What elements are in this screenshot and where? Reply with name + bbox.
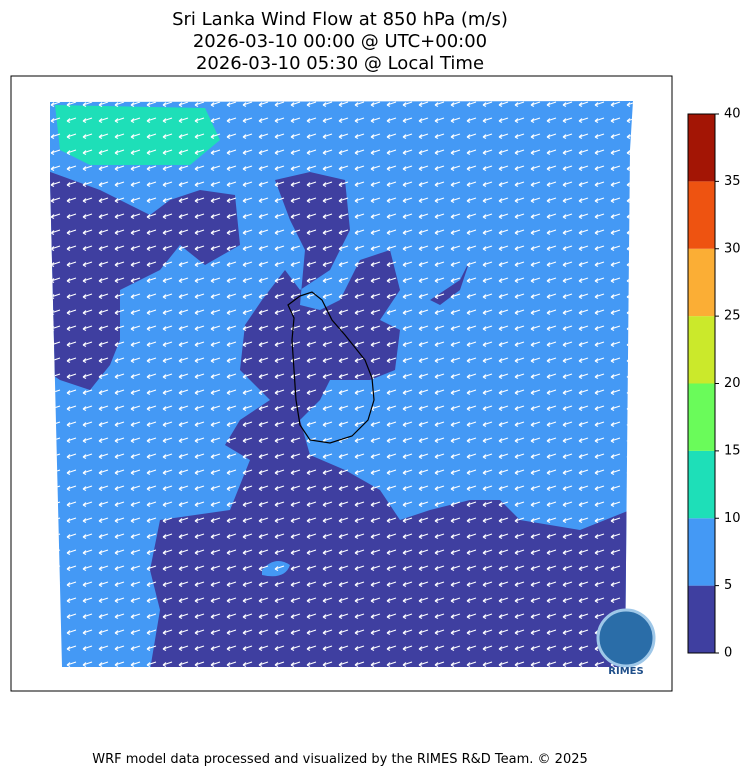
colorbar-tick-label: 40 — [724, 107, 741, 122]
colorbar-tick-label: 20 — [724, 376, 741, 391]
title-line: Sri Lanka Wind Flow at 850 hPa (m/s) — [172, 9, 508, 30]
colorbar: 0 5 10 15 20 25 30 35 40 — [687, 107, 741, 661]
colorbar-tick-label: 10 — [724, 511, 741, 526]
colorbar-segment — [688, 316, 715, 384]
map-frame — [10, 75, 673, 692]
title-line: 2026-03-10 00:00 @ UTC+00:00 — [193, 31, 487, 52]
wind-arrows — [50, 101, 633, 667]
logo: RIMES — [596, 608, 656, 677]
colorbar-segment — [688, 181, 715, 249]
colorbar-tick-label: 30 — [724, 241, 741, 256]
colorbar-segment — [688, 383, 715, 451]
wind-map — [50, 101, 633, 667]
colorbar-tick-label: 35 — [724, 174, 741, 189]
colorbar-segment — [688, 585, 715, 653]
logo-text: RIMES — [608, 666, 643, 677]
colorbar-tick-label: 25 — [724, 309, 741, 324]
colorbar-segment — [688, 450, 715, 519]
coastline — [287, 291, 375, 444]
colorbar-segment — [688, 248, 715, 317]
colorbar-segment — [688, 114, 715, 182]
colorbar-tick-label: 15 — [724, 443, 741, 458]
logo-emblem — [596, 608, 656, 668]
colorbar-tick-label: 5 — [724, 578, 732, 593]
footer: WRF model data processed and visualized … — [92, 752, 588, 767]
colorbar-tick-label: 0 — [724, 646, 732, 661]
title-line: 2026-03-10 05:30 @ Local Time — [196, 53, 484, 74]
colorbar-segment — [688, 518, 715, 586]
